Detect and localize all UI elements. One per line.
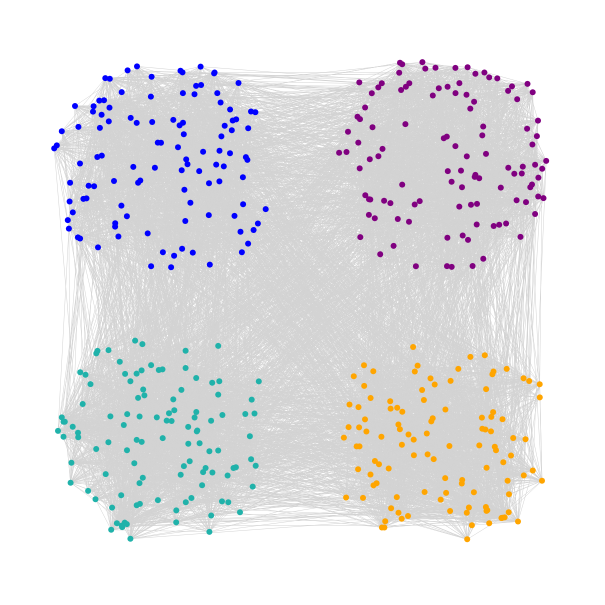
- graph-edge: [78, 91, 122, 128]
- graph-edge: [87, 490, 113, 508]
- graph-edge: [508, 475, 525, 513]
- graph-edge: [425, 67, 456, 69]
- graph-edge: [517, 384, 540, 522]
- edge-layer: [53, 61, 547, 540]
- graph-edge: [95, 495, 122, 500]
- graph-edge: [69, 78, 106, 183]
- graph-edge: [95, 499, 112, 530]
- graph-edge: [541, 168, 544, 199]
- graph-edge: [61, 417, 72, 463]
- graph-edge: [56, 145, 70, 229]
- graph-edge: [61, 77, 106, 132]
- graph-edge: [111, 529, 210, 533]
- graph-edge: [61, 131, 81, 164]
- graph-edge: [74, 105, 81, 164]
- graph-edge: [78, 77, 106, 128]
- graph-edge: [69, 100, 105, 202]
- graph-edge: [401, 518, 472, 526]
- graph-edge: [93, 78, 106, 107]
- graph-edge: [96, 448, 253, 487]
- graph-edge: [53, 148, 70, 229]
- graph-edge: [527, 83, 539, 121]
- graph-edge: [402, 63, 456, 69]
- graph-edge: [484, 72, 533, 93]
- graph-edge: [384, 517, 502, 528]
- graph-edge: [70, 482, 96, 500]
- graph-edge: [136, 66, 215, 74]
